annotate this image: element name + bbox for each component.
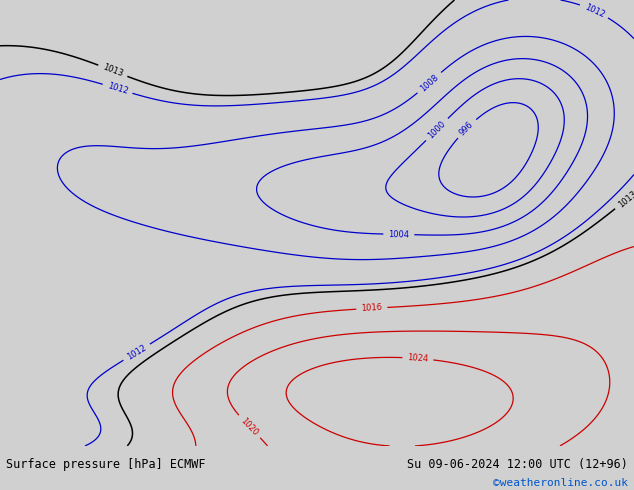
Text: 1020: 1020: [239, 416, 260, 437]
Text: 996: 996: [458, 120, 476, 137]
Text: 1024: 1024: [407, 353, 429, 364]
Text: 1013: 1013: [101, 63, 124, 79]
Text: 1012: 1012: [126, 343, 148, 362]
Text: 1016: 1016: [361, 303, 382, 314]
Text: 1013: 1013: [616, 189, 634, 209]
Text: 1008: 1008: [418, 73, 440, 93]
Text: 1000: 1000: [426, 119, 448, 140]
Text: 1012: 1012: [583, 2, 605, 19]
Text: 1012: 1012: [107, 81, 129, 96]
Text: Surface pressure [hPa] ECMWF: Surface pressure [hPa] ECMWF: [6, 458, 206, 471]
Text: Su 09-06-2024 12:00 UTC (12+96): Su 09-06-2024 12:00 UTC (12+96): [407, 458, 628, 471]
Text: ©weatheronline.co.uk: ©weatheronline.co.uk: [493, 478, 628, 488]
Text: 1004: 1004: [388, 230, 410, 239]
